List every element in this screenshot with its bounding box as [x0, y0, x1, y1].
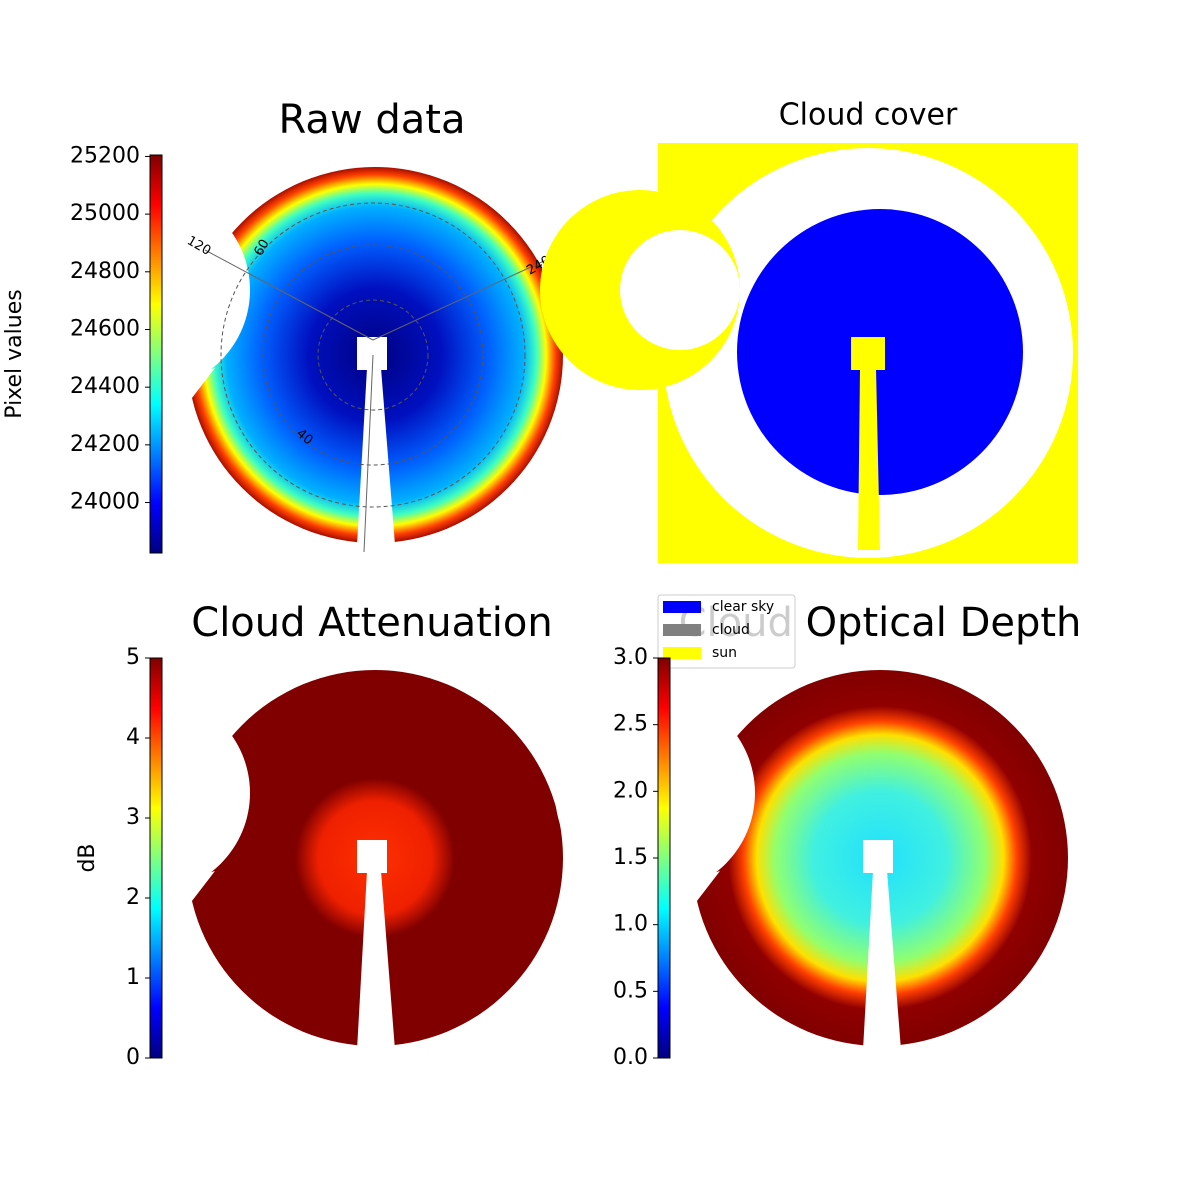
- legend-patch: [663, 647, 701, 659]
- colorbar-tick-label: 1.0: [613, 912, 648, 937]
- legend-label: clear sky: [712, 599, 774, 615]
- colorbar-tick-label: 2.5: [613, 712, 648, 737]
- colorbar-tick-label: 25000: [70, 201, 140, 226]
- colorbar-tick-label: 1: [126, 965, 140, 990]
- colorbar-tick-label: 1.5: [613, 845, 648, 870]
- colorbar-tick-label: 3: [126, 805, 140, 830]
- panel-title: Cloud cover: [779, 98, 958, 133]
- legend-label: cloud: [712, 622, 750, 638]
- panel-title: Raw data: [279, 97, 466, 143]
- colorbar-tick-label: 0.5: [613, 978, 648, 1003]
- colorbar-tick-label: 0: [126, 1045, 140, 1070]
- colorbar-tick-label: 2: [126, 885, 140, 910]
- colorbar-tick-label: 3.0: [613, 645, 648, 670]
- raw-image: 120 60 240 40: [50, 167, 573, 553]
- cloud-cover-image: [540, 143, 1078, 563]
- optical-depth-image: [555, 670, 1068, 1050]
- colorbar-tick-label: 4: [126, 725, 140, 750]
- colorbar-tick-label: 0.0: [613, 1045, 648, 1070]
- colorbar-tick-label: 24800: [70, 259, 140, 284]
- legend-label: sun: [712, 645, 737, 661]
- colorbar: [149, 154, 163, 554]
- colorbar-tick-label: 5: [126, 645, 140, 670]
- panel-title: Cloud Attenuation: [191, 600, 552, 646]
- colorbar-label: dB: [75, 843, 100, 872]
- colorbar: [149, 657, 163, 1059]
- colorbar-tick-label: 2.0: [613, 778, 648, 803]
- polar-label: 60: [252, 237, 273, 259]
- colorbar: [657, 657, 671, 1059]
- legend-patch: [663, 624, 701, 636]
- colorbar-tick-label: 24000: [70, 490, 140, 515]
- colorbar-label: Pixel values: [2, 289, 27, 418]
- colorbar-tick-label: 24600: [70, 316, 140, 341]
- legend-patch: [663, 601, 701, 613]
- colorbar-tick-label: 25200: [70, 143, 140, 168]
- colorbar-tick-label: 24200: [70, 432, 140, 457]
- colorbar-tick-label: 24400: [70, 374, 140, 399]
